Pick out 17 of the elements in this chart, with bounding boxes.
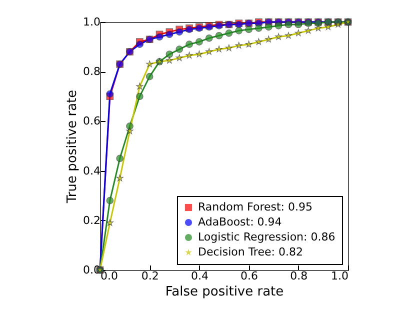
- x-axis-title: False positive rate: [165, 284, 284, 300]
- x-tick-label: 1.0: [331, 270, 348, 282]
- x-tick-label: 0.8: [290, 270, 308, 282]
- y-tick-label: 0.8: [83, 65, 100, 78]
- x-tick-label: 0.4: [190, 270, 208, 282]
- y-tick-label: 1.0: [83, 16, 100, 28]
- y-tick-label: 0.4: [83, 164, 100, 178]
- legend-label: Decision Tree: 0.82: [198, 246, 303, 258]
- y-tick-label: 0.6: [83, 114, 100, 128]
- legend-label: Logistic Regression: 0.86: [198, 230, 336, 244]
- y-tick-label: 0.2: [83, 214, 100, 227]
- x-tick-label: 0.0: [100, 270, 118, 282]
- x-tick-label: 0.2: [141, 270, 159, 282]
- x-tick-label: 0.6: [240, 270, 258, 282]
- legend-label: AdaBoost: 0.94: [198, 216, 282, 228]
- legend-label: Random Forest: 0.95: [198, 200, 312, 214]
- y-axis-title: True positive rate: [65, 90, 80, 204]
